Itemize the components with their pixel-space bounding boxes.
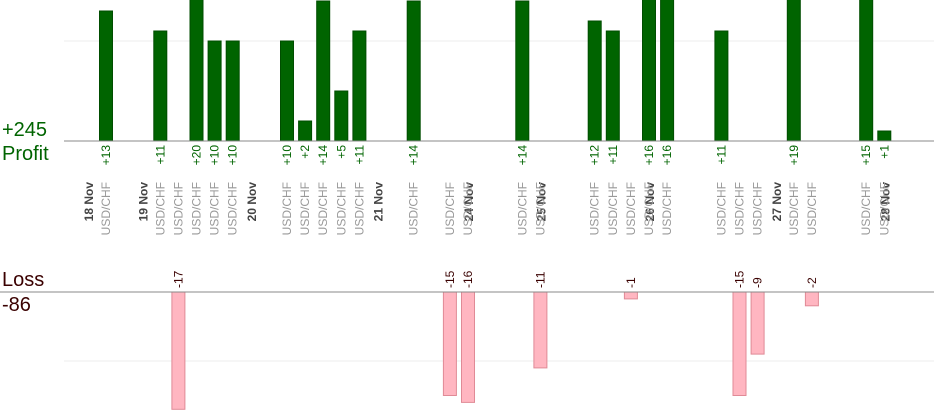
symbol-tick-label: USD/CHF	[606, 182, 620, 235]
symbol-tick-label: USD/CHF	[660, 182, 674, 235]
profit-bar	[859, 0, 874, 142]
profit-value-label: +16	[642, 145, 656, 166]
profit-bar	[99, 10, 113, 142]
profit-bar	[605, 30, 620, 142]
loss-value-label: -15	[733, 270, 747, 288]
profit-value-label: +15	[859, 145, 873, 166]
loss-total: -86	[2, 294, 31, 316]
profit-total: +245	[2, 119, 48, 141]
loss-bar	[533, 291, 548, 369]
symbol-tick-label: USD/CHF	[533, 182, 547, 235]
symbol-tick-label: USD/CHF	[153, 182, 167, 235]
profit-value-label: +13	[99, 145, 113, 166]
date-tick-label: 19 Nov	[136, 182, 150, 222]
date-tick-label: 25 Nov	[535, 182, 549, 222]
profit-value-label: +14	[407, 145, 421, 166]
profit-value-label: +16	[660, 145, 674, 166]
symbol-tick-label: USD/CHF	[99, 182, 113, 235]
date-tick-label: 28 Nov	[878, 182, 892, 222]
profit-bar	[298, 120, 313, 142]
symbol-tick-label: USD/CHF	[588, 182, 602, 235]
symbol-tick-label: USD/CHF	[190, 182, 204, 235]
loss-bar	[461, 291, 475, 403]
profit-bar	[280, 40, 294, 142]
date-tick-label: 20 Nov	[245, 182, 259, 222]
profit-bar	[660, 0, 675, 142]
profit-value-label: +11	[153, 145, 167, 165]
profit-value-label: +10	[208, 145, 222, 166]
profit-bar	[877, 130, 892, 142]
loss-value-label: -16	[461, 270, 475, 288]
profit-value-label: +12	[588, 145, 602, 166]
profit-value-label: +11	[714, 145, 728, 165]
profit-bar	[587, 20, 602, 142]
profit-bar	[207, 40, 222, 142]
profit-value-label: +2	[298, 145, 312, 159]
symbol-tick-label: USD/CHF	[352, 182, 366, 235]
loss-bar	[804, 291, 819, 307]
profit-bar	[153, 30, 168, 142]
date-tick-label: 21 Nov	[372, 182, 386, 222]
profit-bar	[225, 40, 240, 142]
profit-value-label: +20	[190, 145, 204, 166]
symbol-tick-label: USD/CHF	[515, 182, 529, 235]
profit-bar	[515, 0, 530, 142]
symbol-tick-label: USD/CHF	[787, 182, 801, 235]
symbol-tick-label: USD/CHF	[443, 182, 457, 235]
loss-bar	[442, 291, 457, 396]
loss-label: Loss	[2, 269, 45, 291]
loss-value-label: -2	[805, 277, 819, 288]
symbol-tick-label: USD/CHF	[208, 182, 222, 235]
symbol-tick-label: USD/CHF	[407, 182, 421, 235]
profit-value-label: +11	[352, 145, 366, 165]
profit-bar	[642, 0, 656, 142]
loss-bar	[171, 291, 186, 410]
profit-bar	[714, 30, 729, 142]
symbol-tick-label: USD/CHF	[859, 182, 873, 235]
profit-value-label: +10	[226, 145, 240, 166]
profit-value-label: +14	[515, 145, 529, 166]
symbol-tick-label: USD/CHF	[751, 182, 765, 235]
symbol-tick-label: USD/CHF	[334, 182, 348, 235]
profit-bar	[352, 30, 367, 142]
date-tick-label: 26 Nov	[643, 182, 657, 222]
loss-value-label: -9	[751, 277, 765, 288]
loss-value-label: -17	[171, 270, 185, 288]
date-tick-label: 27 Nov	[770, 182, 784, 222]
loss-bar	[750, 291, 765, 355]
symbol-tick-label: USD/CHF	[171, 182, 185, 235]
profit-value-label: +19	[787, 145, 801, 166]
symbol-tick-label: USD/CHF	[461, 182, 475, 235]
profit-value-label: +14	[316, 145, 330, 166]
profit-value-label: +10	[280, 145, 294, 166]
symbol-tick-label: USD/CHF	[733, 182, 747, 235]
loss-value-label: -1	[624, 277, 638, 288]
loss-value-label: -11	[533, 271, 547, 288]
symbol-tick-label: USD/CHF	[624, 182, 638, 235]
profit-value-label: +1	[877, 145, 891, 159]
symbol-tick-label: USD/CHF	[642, 182, 656, 235]
profit-bar	[406, 0, 421, 142]
symbol-tick-label: USD/CHF	[280, 182, 294, 235]
symbol-tick-label: USD/CHF	[877, 182, 891, 235]
profit-value-label: +11	[606, 145, 620, 165]
profit-label: Profit	[2, 143, 49, 165]
loss-bar	[623, 291, 638, 300]
symbol-tick-label: USD/CHF	[316, 182, 330, 235]
loss-bar	[732, 291, 747, 396]
symbol-tick-label: USD/CHF	[226, 182, 240, 235]
profit-bar	[316, 0, 331, 142]
profit-bar	[334, 90, 349, 142]
date-tick-label: 24 Nov	[462, 182, 476, 222]
symbol-tick-label: USD/CHF	[805, 182, 819, 235]
symbol-tick-label: USD/CHF	[298, 182, 312, 235]
symbol-tick-label: USD/CHF	[714, 182, 728, 235]
loss-value-label: -15	[443, 270, 457, 288]
profit-bar	[786, 0, 801, 142]
profit-value-label: +5	[334, 145, 348, 159]
profit-bar	[189, 0, 204, 142]
date-tick-label: 18 Nov	[82, 182, 96, 222]
